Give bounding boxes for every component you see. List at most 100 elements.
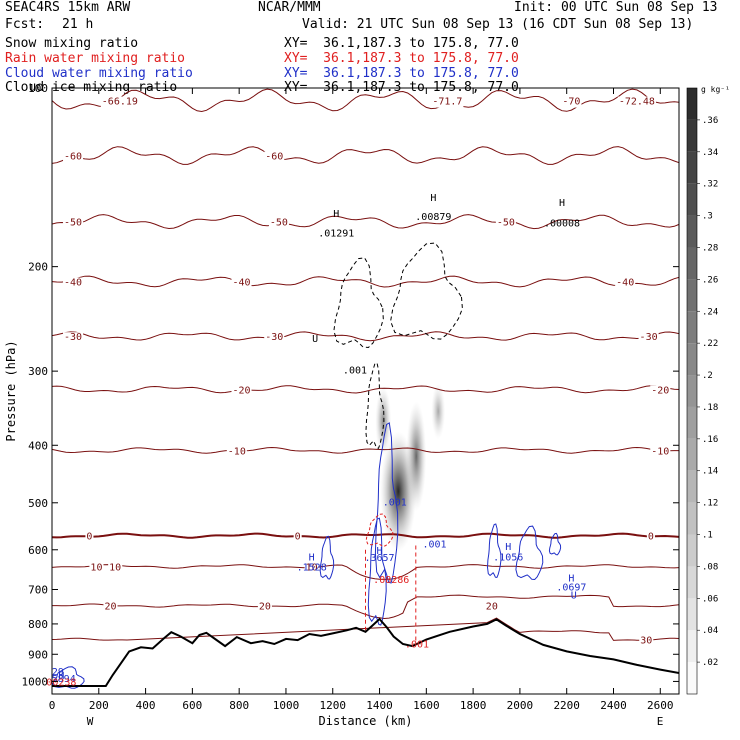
colorbar-unit: g kg⁻¹ [701, 85, 730, 94]
temp-contour--40 [52, 275, 679, 288]
cloud-water-contour-east3 [548, 532, 562, 556]
temp-contour--10 [52, 446, 679, 454]
y-tick-label: 900 [28, 648, 48, 661]
colorbar-tick-label: .04 [702, 626, 718, 636]
field-label-rain: Rain water mixing ratio [5, 51, 186, 66]
contour-annotation: .001 [343, 366, 367, 377]
colorbar-segment [687, 88, 697, 120]
temp-label-bg [646, 531, 655, 543]
contour-annotation: H [568, 573, 574, 584]
contour-annotation: U [312, 334, 318, 345]
snow-upper-east [431, 383, 446, 440]
contour-annotation: H [309, 552, 315, 563]
colorbar-segment [687, 119, 697, 152]
snow-plume-east [406, 401, 427, 512]
field-label-cloudwater: Cloud water mixing ratio [5, 66, 193, 81]
contour-annotation: H [505, 542, 511, 553]
temp-contour--50 [52, 214, 679, 230]
colorbar-segment [687, 375, 697, 407]
temp-label-bg [89, 562, 104, 574]
temp-label-bg [231, 277, 252, 289]
contour-annotation: .0697 [556, 583, 586, 594]
temp-label-bg [484, 601, 499, 613]
temp-label: -10 [651, 446, 669, 457]
contour-annotation: H [377, 546, 383, 557]
temp-label-bg [304, 562, 319, 574]
colorbar-tick-label: .02 [702, 658, 718, 668]
colorbar-tick-label: .26 [702, 275, 718, 285]
cloud-water-contour-east1 [486, 523, 502, 578]
x-tick-label: 200 [89, 699, 109, 712]
colorbar-tick-label: .08 [702, 562, 718, 572]
temp-contour--72 [52, 88, 679, 113]
temp-contour--20 [52, 385, 679, 394]
colorbar-tick-label: .28 [702, 243, 718, 253]
temp-contour--30 [52, 331, 679, 342]
terrain [52, 617, 679, 687]
x-tick-label: 0 [49, 699, 56, 712]
y-tick-label: 800 [28, 618, 48, 631]
y-tick-label: 1000 [22, 675, 49, 688]
y-tick-label: 400 [28, 439, 48, 452]
temp-label-bg [561, 96, 582, 108]
contour-annotation: H [58, 671, 64, 682]
cloud-water-contour-east2 [515, 525, 544, 581]
contour-annotation: 00238 [46, 677, 76, 688]
temp-label-bg [85, 531, 94, 543]
x-tick-label: 2200 [553, 699, 580, 712]
temp-label: -30 [64, 332, 82, 343]
contour-annotation: H [333, 209, 339, 220]
y-tick-label: 600 [28, 544, 48, 557]
west-label: W [87, 715, 94, 728]
cloud-water-contour-updraft [374, 422, 399, 584]
field-xy-cloudwater: XY= 36.1,187.3 to 175.8, 77.0 [284, 66, 519, 81]
model-title: SEAC4RS 15km ARW [5, 0, 131, 15]
temp-label-bg [495, 217, 516, 229]
temp-label-bg [257, 601, 272, 613]
temp-label: -71.7 [432, 97, 462, 108]
temp-label: 0 [648, 532, 654, 543]
y-axis-label: Pressure (hPa) [4, 340, 18, 441]
temp-label-bg [615, 277, 636, 289]
temp-label-bg [63, 151, 84, 163]
temp-label: -10 [228, 446, 246, 457]
colorbar-tick-label: .3 [702, 212, 713, 222]
cloud-ice-contour-east [390, 242, 463, 340]
x-tick-label: 1000 [273, 699, 300, 712]
temp-contour--60 [52, 146, 679, 165]
colorbar-segment [687, 183, 697, 216]
temp-contour-10 [52, 564, 679, 580]
temp-label: -72.48 [619, 97, 655, 108]
temp-label: -60 [265, 152, 283, 163]
temp-label: -40 [616, 278, 634, 289]
temp-label: -30 [640, 332, 658, 343]
field-xy-snow: XY= 36.1,187.3 to 175.8, 77.0 [284, 36, 519, 51]
temp-label-bg [63, 217, 84, 229]
temp-label-bg [639, 635, 654, 647]
temp-label-bg [231, 385, 252, 397]
temp-label: 20 [104, 602, 116, 613]
colorbar-segment [687, 502, 697, 535]
temp-label: -40 [232, 278, 250, 289]
temp-label: -70 [562, 97, 580, 108]
temp-label-bg [650, 446, 671, 458]
x-tick-label: 600 [182, 699, 202, 712]
temp-label: 30 [640, 636, 652, 647]
temp-contour-30 [52, 617, 679, 641]
colorbar-segment [687, 151, 697, 184]
temp-label: 10 [306, 562, 318, 573]
contour-annotation: H [559, 198, 565, 209]
colorbar-tick-label: .22 [702, 339, 718, 349]
east-label: E [657, 715, 664, 728]
colorbar-segment [687, 438, 697, 471]
colorbar-tick-label: .34 [702, 148, 718, 158]
contour-annotation: .001 [422, 540, 446, 551]
temp-label-bg [431, 96, 464, 108]
y-tick-label: 700 [28, 584, 48, 597]
temp-label: 0 [86, 532, 92, 543]
temp-label: 20 [486, 602, 498, 613]
plot-frame [51, 87, 680, 695]
temp-label-bg [226, 446, 247, 458]
contour-annotation: U [571, 591, 577, 602]
